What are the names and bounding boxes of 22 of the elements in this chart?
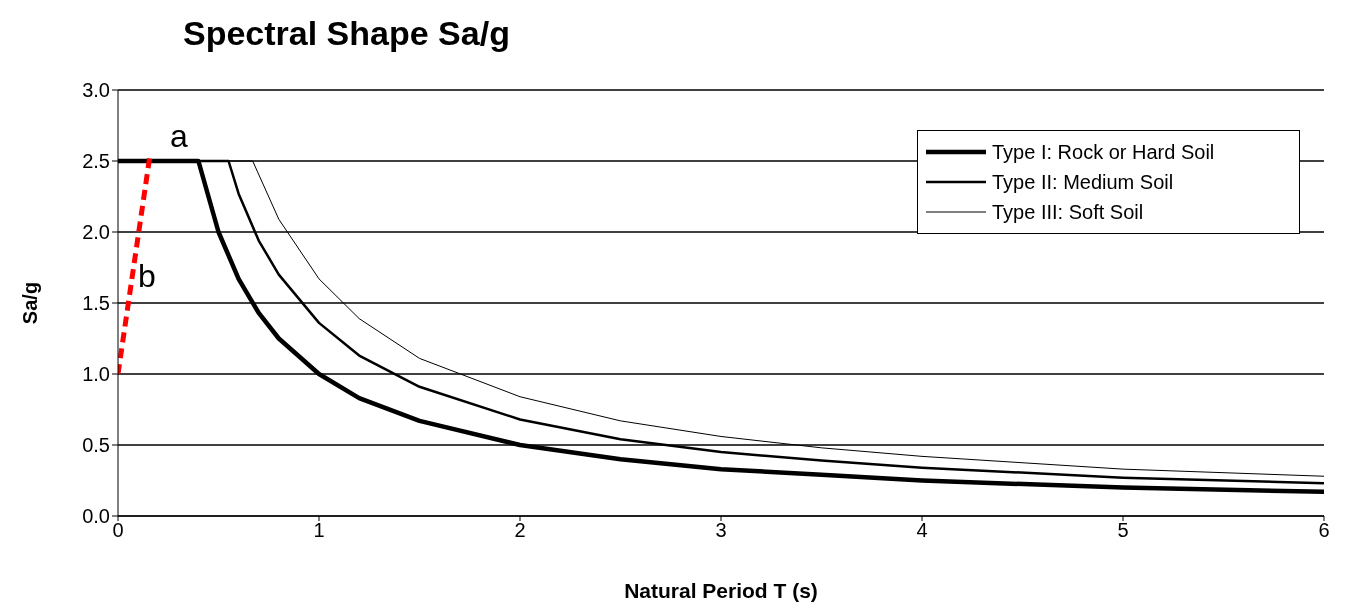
y-tick-label: 3.0 xyxy=(82,79,110,102)
x-tick-label: 3 xyxy=(715,519,727,542)
x-tick-label: 4 xyxy=(916,519,928,542)
legend-label: Type III: Soft Soil xyxy=(992,200,1144,224)
y-tick-label: 2.0 xyxy=(82,221,110,244)
annotation: a xyxy=(170,118,188,154)
x-tick-label: 1 xyxy=(313,519,325,542)
chart-title: Spectral Shape Sa/g xyxy=(183,13,511,54)
legend-label: Type II: Medium Soil xyxy=(992,170,1174,194)
y-tick-label: 0.0 xyxy=(82,505,110,528)
annotation: b xyxy=(138,258,156,294)
legend-label: Type I: Rock or Hard Soil xyxy=(992,140,1215,164)
x-tick-label: 5 xyxy=(1117,519,1129,542)
x-tick-label: 6 xyxy=(1318,519,1330,542)
y-tick-label: 1.5 xyxy=(82,292,110,315)
x-tick-label: 0 xyxy=(112,519,124,542)
y-axis-title: Sa/g xyxy=(19,281,42,325)
y-tick-label: 2.5 xyxy=(82,150,110,173)
y-tick-label: 1.0 xyxy=(82,363,110,386)
x-tick-label: 2 xyxy=(514,519,526,542)
y-tick-label: 0.5 xyxy=(82,434,110,457)
x-axis-title: Natural Period T (s) xyxy=(624,579,818,602)
